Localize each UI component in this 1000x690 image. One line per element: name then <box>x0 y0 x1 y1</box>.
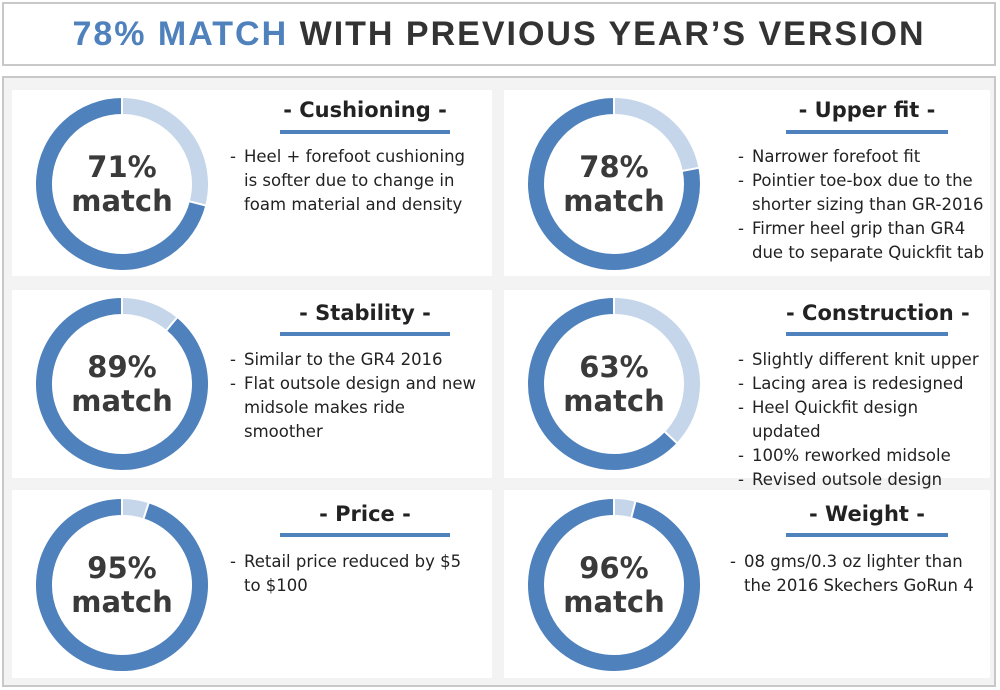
slice-separator <box>142 501 150 520</box>
match-percent: 71% <box>87 150 157 184</box>
bullet-list: Heel + forefoot cushioning is softer due… <box>230 145 482 217</box>
bullet-list: Narrower forefoot fitPointier toe-box du… <box>738 145 988 265</box>
match-word: match <box>563 184 665 218</box>
bullet-item: Retail price reduced by $5 to $100 <box>230 550 470 598</box>
donut-price: 95% match <box>34 497 210 673</box>
bullet-list: 08 gms/0.3 oz lighter than the 2016 Skec… <box>730 550 980 598</box>
slice-separator <box>630 500 637 519</box>
donut-slice-match <box>528 499 700 671</box>
bullet-item: Lacing area is redesigned <box>738 372 990 396</box>
donut-slice-match <box>36 98 206 270</box>
match-percent: 95% <box>87 551 157 585</box>
title-accent: 78% MATCH <box>72 14 289 53</box>
panels-frame: 71%match - Cushioning - Heel + forefoot … <box>2 76 996 687</box>
donut-svg <box>528 97 700 270</box>
panel-title: - Price - <box>319 502 411 526</box>
donut-svg <box>528 297 700 470</box>
title-underline <box>280 130 450 134</box>
bullet-item: Heel Quickfit design updated <box>738 396 990 444</box>
match-word: match <box>71 184 173 218</box>
title-underline <box>786 332 948 336</box>
panel-price: 95%match - Price - Retail price reduced … <box>12 490 492 678</box>
panel-construction: 63%match - Construction - Slightly diffe… <box>504 290 990 492</box>
donut-construction: 63% match <box>526 296 702 472</box>
bullet-item: Narrower forefoot fit <box>738 145 988 169</box>
donut-slice-difference <box>613 98 699 172</box>
donut-upper-fit: 78% match <box>526 96 702 272</box>
donut-slice-difference <box>613 298 700 443</box>
bullet-item: 100% reworked midsole <box>738 444 990 468</box>
match-percent: 89% <box>87 350 157 384</box>
panel-upper-fit: 78%match - Upper fit - Narrower forefoot… <box>504 90 990 276</box>
match-word: match <box>71 384 173 418</box>
bullet-list: Similar to the GR4 2016Flat outsole desi… <box>230 348 488 444</box>
bullet-item: Pointier toe-box due to the shorter sizi… <box>738 169 988 217</box>
match-word: match <box>563 585 665 619</box>
match-word: match <box>563 384 665 418</box>
title-underline <box>786 130 948 134</box>
bullet-item: 08 gms/0.3 oz lighter than the 2016 Skec… <box>730 550 980 598</box>
donut-svg <box>36 297 208 470</box>
panel-stability: 89%match - Stability - Similar to the GR… <box>12 290 492 478</box>
donut-svg <box>36 97 208 270</box>
donut-slice-match <box>36 298 208 470</box>
donut-svg <box>528 498 700 671</box>
bullet-list: Retail price reduced by $5 to $100 <box>230 550 470 598</box>
slice-separator <box>188 200 207 207</box>
match-percent: 63% <box>579 350 649 384</box>
donut-slice-match <box>36 499 208 671</box>
panel-weight: 96%match - Weight - 08 gms/0.3 oz lighte… <box>504 490 990 678</box>
bullet-item: Flat outsole design and new midsole make… <box>230 372 488 444</box>
panel-title: - Upper fit - <box>798 98 936 122</box>
donut-weight: 96% match <box>526 497 702 673</box>
title-underline <box>280 533 450 537</box>
slice-separator <box>165 316 179 332</box>
slice-separator <box>681 166 700 173</box>
donut-slice-match <box>528 98 700 270</box>
slice-separator <box>663 430 679 445</box>
donut-slice-difference <box>121 499 149 519</box>
match-percent: 78% <box>579 150 649 184</box>
donut-slice-difference <box>121 98 208 206</box>
donut-slice-difference <box>121 298 177 331</box>
title-rest: WITH PREVIOUS YEAR’S VERSION <box>299 14 926 53</box>
donut-svg <box>36 498 208 671</box>
page-header: 78% MATCH WITH PREVIOUS YEAR’S VERSION <box>2 2 996 66</box>
title-underline <box>786 533 948 537</box>
title-underline <box>280 332 450 336</box>
donut-slice-match <box>528 298 677 470</box>
panel-title: - Cushioning - <box>283 98 447 122</box>
panel-title: - Construction - <box>786 301 970 325</box>
bullet-item: Firmer heel grip than GR4 due to separat… <box>738 217 988 265</box>
match-word: match <box>71 585 173 619</box>
donut-slice-difference <box>613 499 636 518</box>
bullet-item: Heel + forefoot cushioning is softer due… <box>230 145 482 217</box>
bullet-item: Similar to the GR4 2016 <box>230 348 488 372</box>
panel-title: - Stability - <box>299 301 431 325</box>
bullet-item: Revised outsole design <box>738 468 990 492</box>
panel-title: - Weight - <box>809 502 925 526</box>
bullet-list: Slightly different knit upperLacing area… <box>738 348 990 492</box>
match-percent: 96% <box>579 551 649 585</box>
page-title: 78% MATCH WITH PREVIOUS YEAR’S VERSION <box>72 15 925 54</box>
bullet-item: Slightly different knit upper <box>738 348 990 372</box>
donut-stability: 89% match <box>34 296 210 472</box>
panel-cushioning: 71%match - Cushioning - Heel + forefoot … <box>12 90 492 276</box>
donut-cushioning: 71% match <box>34 96 210 272</box>
